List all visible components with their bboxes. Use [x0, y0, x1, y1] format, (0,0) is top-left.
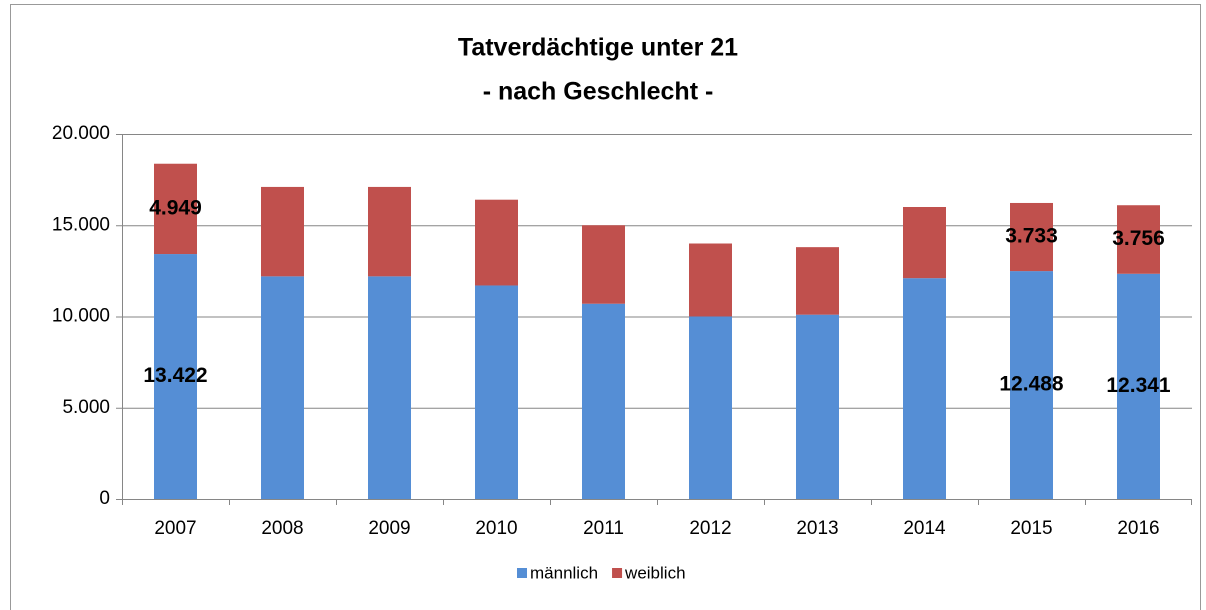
bar-segment: [475, 199, 518, 286]
value-label: 12.488: [999, 373, 1064, 396]
x-tick-label: 2008: [261, 518, 303, 539]
bar-segment: [903, 278, 946, 499]
y-tick-label: 20.000: [52, 123, 110, 144]
y-tick-label: 15.000: [52, 214, 110, 235]
x-tick-label: 2013: [796, 518, 838, 539]
bar-segment: [796, 314, 839, 499]
value-label: 13.422: [143, 364, 207, 387]
bar-segment: [368, 276, 411, 499]
x-tick-label: 2016: [1117, 518, 1159, 539]
bar-segment: [582, 303, 625, 499]
bar-segment: [154, 254, 197, 499]
bar-segment: [582, 225, 625, 304]
legend-swatch: [517, 568, 527, 578]
value-label: 3.756: [1112, 227, 1165, 250]
y-tick-label: 10.000: [52, 306, 110, 327]
value-label: 12.341: [1106, 374, 1171, 397]
y-tick-label: 5.000: [62, 397, 110, 418]
bar-segment: [261, 186, 304, 277]
value-label: 3.733: [1005, 225, 1058, 248]
x-tick-label: 2010: [475, 518, 517, 539]
legend-label: weiblich: [624, 563, 685, 582]
bar-segment: [1010, 202, 1053, 272]
legend-label: männlich: [530, 563, 598, 582]
y-tick-label: 0: [99, 488, 110, 509]
x-tick-label: 2012: [689, 518, 731, 539]
x-tick-label: 2014: [903, 518, 946, 539]
x-tick-label: 2007: [154, 518, 196, 539]
legend-swatch: [612, 568, 623, 578]
bar-segment: [689, 316, 732, 499]
bar-segment: [154, 163, 197, 255]
x-tick-label: 2015: [1010, 518, 1052, 539]
bar-segment: [796, 247, 839, 315]
chart-subtitle: - nach Geschlecht -: [483, 78, 714, 106]
bar-segment: [689, 243, 732, 317]
x-tick-label: 2011: [583, 518, 624, 539]
value-label: 4.949: [149, 196, 202, 219]
bar-segment: [1117, 273, 1160, 499]
bar-segment: [1117, 205, 1160, 274]
bar-segment: [1010, 271, 1053, 499]
bar-segment: [368, 186, 411, 277]
bar-segment: [475, 285, 518, 499]
chart-title: Tatverdächtige unter 21: [458, 34, 738, 62]
bar-segment: [903, 207, 946, 279]
x-tick-label: 2009: [368, 518, 410, 539]
bar-segment: [261, 276, 304, 499]
